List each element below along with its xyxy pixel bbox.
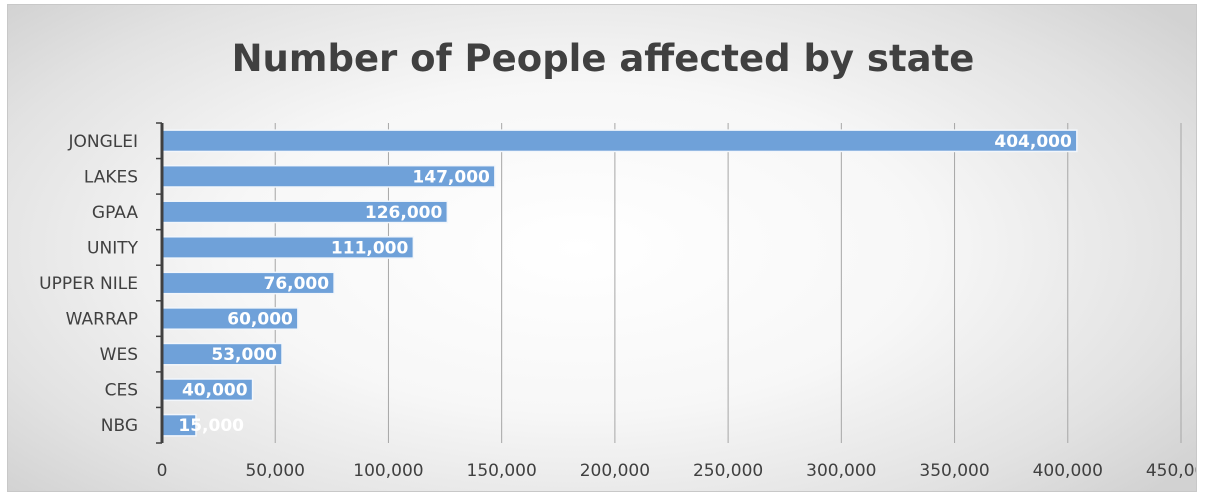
bar xyxy=(161,129,1078,153)
data-label: 404,000 xyxy=(994,132,1072,152)
data-label: 60,000 xyxy=(227,310,293,330)
category-label: WARRAP xyxy=(66,310,138,330)
x-tick-label: 300,000 xyxy=(806,461,876,481)
x-tick-label: 450,000 xyxy=(1146,461,1197,481)
chart-title: Number of People affected by state xyxy=(231,37,975,80)
x-tick-label: 400,000 xyxy=(1033,461,1103,481)
category-label: LAKES xyxy=(84,167,138,187)
chart-plot: 0 50,000 100,000 150,000 200,000 250,000 300,0… xyxy=(39,122,1197,481)
data-label: 15,000 xyxy=(178,416,244,436)
category-label: UPPER NILE xyxy=(39,274,138,294)
labels: 0 50,000 100,000 150,000 200,000 250,000 300,0… xyxy=(39,132,1197,481)
category-label: GPAA xyxy=(92,203,138,223)
x-tick-label: 200,000 xyxy=(580,461,650,481)
axes xyxy=(156,122,164,444)
x-tick-label: 350,000 xyxy=(919,461,989,481)
chart-frame: Number of People affected by state 0 50,0… xyxy=(7,4,1197,492)
x-tick-label: 0 xyxy=(157,461,168,481)
x-tick-label: 100,000 xyxy=(353,461,423,481)
x-tick-label: 150,000 xyxy=(467,461,537,481)
data-label: 147,000 xyxy=(412,167,490,187)
category-label: JONGLEI xyxy=(67,132,138,152)
category-label: WES xyxy=(100,345,138,365)
data-label: 53,000 xyxy=(211,345,277,365)
data-label: 40,000 xyxy=(182,381,248,401)
category-label: CES xyxy=(105,381,138,401)
x-tick-label: 50,000 xyxy=(245,461,304,481)
x-tick-label: 250,000 xyxy=(693,461,763,481)
data-label: 76,000 xyxy=(263,274,329,294)
data-label: 126,000 xyxy=(365,203,443,223)
category-label: UNITY xyxy=(87,238,139,258)
category-label: NBG xyxy=(101,416,138,436)
data-label: 111,000 xyxy=(331,238,409,258)
